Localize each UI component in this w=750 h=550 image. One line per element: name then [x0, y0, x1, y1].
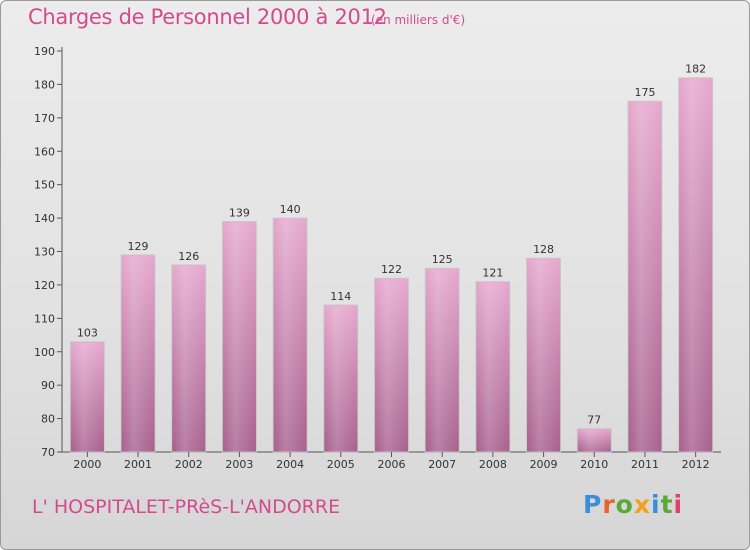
x-tick-label: 2009 [530, 458, 558, 471]
y-tick-label: 150 [34, 179, 55, 192]
bar-highlight [376, 279, 407, 452]
proxiti-logo: Proxiti [583, 490, 683, 519]
y-tick-label: 130 [34, 246, 55, 259]
x-tick-label: 2007 [428, 458, 456, 471]
x-tick-label: 2012 [682, 458, 710, 471]
y-tick-label: 70 [41, 446, 55, 459]
commune-name: L' HOSPITALET-PRèS-L'ANDORRE [32, 496, 341, 518]
bar-value-label: 139 [229, 206, 250, 219]
bar-value-label: 77 [587, 414, 601, 427]
logo-letter: P [583, 490, 603, 519]
bar-value-label: 126 [178, 250, 199, 263]
bar-highlight [325, 305, 356, 452]
x-tick-label: 2004 [276, 458, 304, 471]
bar-value-label: 140 [280, 203, 301, 216]
bar-highlight [173, 265, 204, 452]
chart-subtitle: (en milliers d'€) [371, 13, 466, 27]
logo-letter: i [673, 490, 684, 519]
y-tick-label: 110 [34, 312, 55, 325]
bar-highlight [579, 429, 610, 452]
logo-letter: o [615, 490, 634, 519]
bar-value-label: 125 [432, 253, 453, 266]
bar-value-label: 129 [128, 240, 149, 253]
x-tick-label: 2005 [327, 458, 355, 471]
bar-value-label: 128 [533, 243, 554, 256]
y-tick-label: 80 [41, 413, 55, 426]
bar-value-label: 114 [330, 290, 351, 303]
bar-highlight [123, 255, 154, 452]
bar-highlight [72, 342, 103, 452]
x-tick-label: 2001 [124, 458, 152, 471]
y-tick-label: 140 [34, 212, 55, 225]
x-tick-label: 2010 [580, 458, 608, 471]
x-tick-label: 2002 [175, 458, 203, 471]
bar-value-label: 103 [77, 327, 98, 340]
bar-highlight [528, 259, 559, 452]
bar-highlight [629, 102, 660, 452]
plot-area: 70 80 90 100 110 120 130 140 150 160 170 180 190 103 2… [34, 45, 721, 471]
bar-highlight [224, 222, 255, 452]
y-tick-label: 190 [34, 45, 55, 58]
bar-value-label: 175 [634, 86, 655, 99]
y-tick-label: 120 [34, 279, 55, 292]
bar-value-label: 182 [685, 63, 706, 76]
logo-letter: t [660, 490, 674, 519]
y-tick-label: 90 [41, 379, 55, 392]
x-tick-label: 2011 [631, 458, 659, 471]
y-tick-label: 170 [34, 112, 55, 125]
bar-highlight [477, 282, 508, 452]
bar-value-label: 122 [381, 263, 402, 276]
y-tick-label: 180 [34, 78, 55, 91]
x-tick-label: 2008 [479, 458, 507, 471]
chart-title: Charges de Personnel 2000 à 2012 [28, 5, 387, 29]
logo-letter: x [633, 490, 651, 519]
bar-highlight [427, 269, 458, 452]
x-tick-label: 2000 [73, 458, 101, 471]
x-tick-label: 2006 [378, 458, 406, 471]
bar-value-label: 121 [482, 267, 503, 280]
y-tick-label: 100 [34, 346, 55, 359]
bar-highlight [275, 219, 306, 452]
bar-highlight [680, 78, 711, 452]
x-tick-label: 2003 [225, 458, 253, 471]
y-tick-label: 160 [34, 145, 55, 158]
logo-letter: r [602, 490, 616, 519]
logo-letter: i [651, 490, 661, 519]
